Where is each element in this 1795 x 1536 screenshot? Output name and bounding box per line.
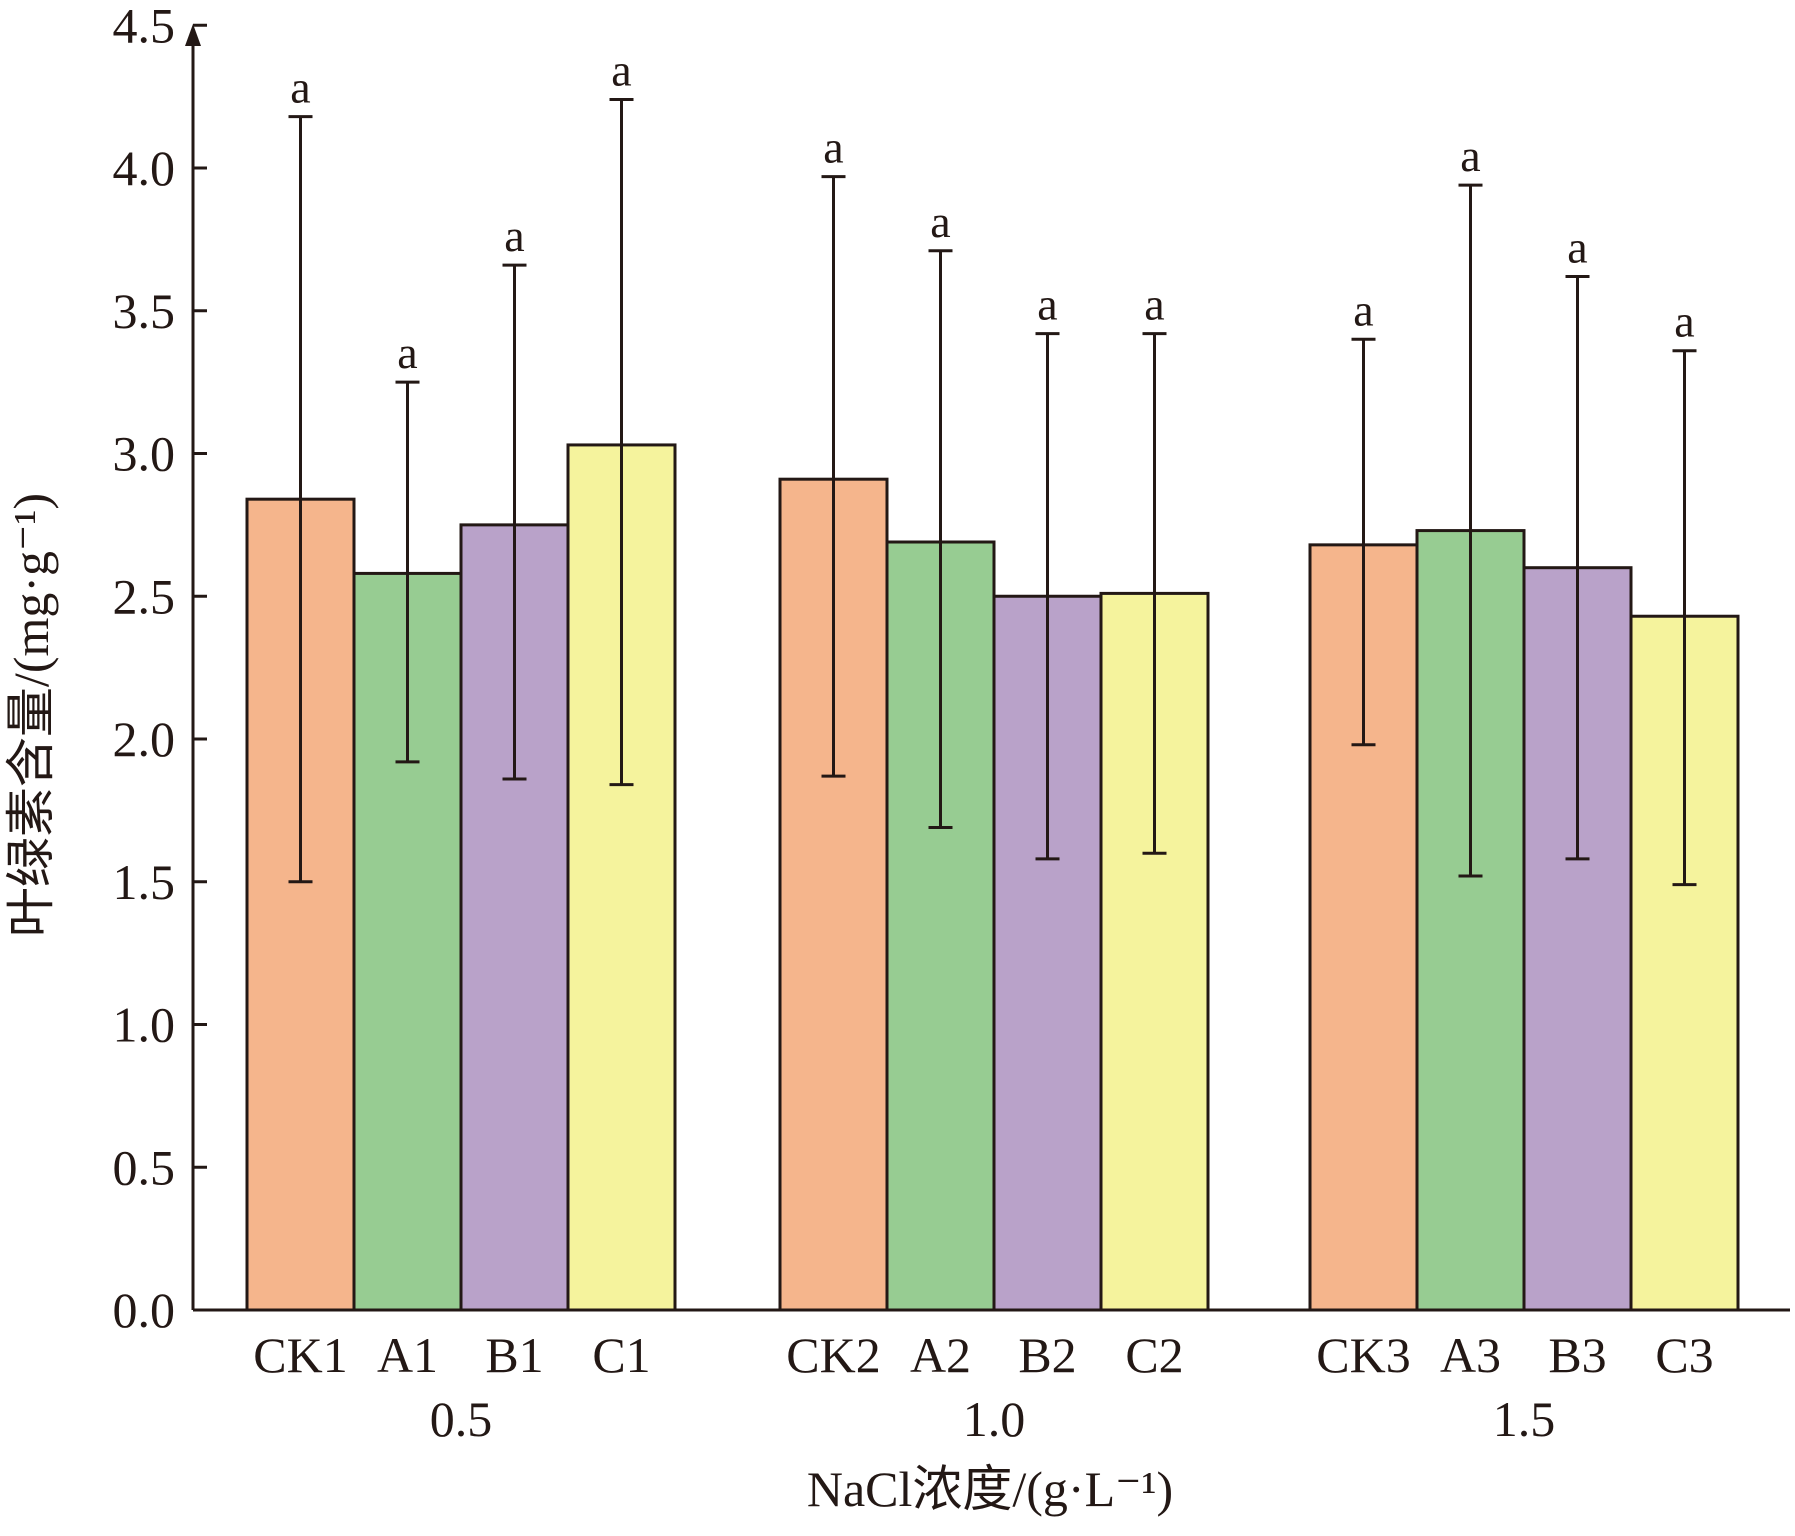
significance-letter: a	[1460, 130, 1480, 181]
y-tick-label: 3.5	[113, 283, 176, 339]
y-tick-label: 0.0	[113, 1282, 176, 1338]
category-label: B3	[1548, 1327, 1606, 1383]
y-axis-arrow-icon	[185, 24, 201, 46]
category-label: A1	[377, 1327, 438, 1383]
group-label: 1.0	[963, 1391, 1026, 1447]
significance-letter: a	[1567, 221, 1587, 272]
category-label: C1	[592, 1327, 650, 1383]
y-tick-label: 0.5	[113, 1139, 176, 1195]
category-label: CK3	[1316, 1327, 1410, 1383]
bars-layer	[245, 443, 1740, 1312]
y-tick-label: 1.0	[113, 997, 176, 1053]
significance-letter: a	[1353, 284, 1373, 335]
category-label: C2	[1125, 1327, 1183, 1383]
group-label: 1.5	[1493, 1391, 1556, 1447]
y-ticks-layer: 0.0 0.5 1.0 1.5 2.0 2.5 3.0 3.5 4.0 4.5	[113, 0, 207, 1338]
y-tick-label: 4.5	[113, 0, 176, 53]
significance-letter: a	[290, 62, 310, 113]
significance-letter: a	[823, 122, 843, 173]
axes-layer	[185, 24, 1790, 1312]
significance-letter: a	[930, 196, 950, 247]
significance-letter: a	[611, 44, 631, 95]
category-label: CK2	[786, 1327, 880, 1383]
significance-letter: a	[1674, 296, 1694, 347]
category-label: C3	[1655, 1327, 1713, 1383]
significance-letters-layer: a a a a a a a a a a a a	[290, 44, 1694, 378]
group-label: 0.5	[430, 1391, 493, 1447]
error-bars-layer	[288, 97, 1697, 887]
category-label: B2	[1018, 1327, 1076, 1383]
y-tick-label: 2.5	[113, 568, 176, 624]
y-tick-label: 3.0	[113, 426, 176, 482]
category-label: A2	[910, 1327, 971, 1383]
category-label: A3	[1440, 1327, 1501, 1383]
x-axis-title: NaCl浓度/(g·L⁻¹)	[807, 1461, 1173, 1517]
y-tick-label: 2.0	[113, 711, 176, 767]
y-axis-title: 叶绿素含量/(mg·g⁻¹)	[3, 493, 59, 937]
significance-letter: a	[397, 327, 417, 378]
significance-letter: a	[504, 210, 524, 261]
y-tick-label: 4.0	[113, 140, 176, 196]
y-tick-label: 1.5	[113, 854, 176, 910]
significance-letter: a	[1144, 279, 1164, 330]
category-label: B1	[485, 1327, 543, 1383]
x-labels-layer: CK1 A1 B1 C1 0.5 CK2 A2 B2 C2 1.0 CK3 A3 B3 C3 1.5	[253, 1327, 1713, 1447]
category-label: CK1	[253, 1327, 347, 1383]
significance-letter: a	[1037, 279, 1057, 330]
